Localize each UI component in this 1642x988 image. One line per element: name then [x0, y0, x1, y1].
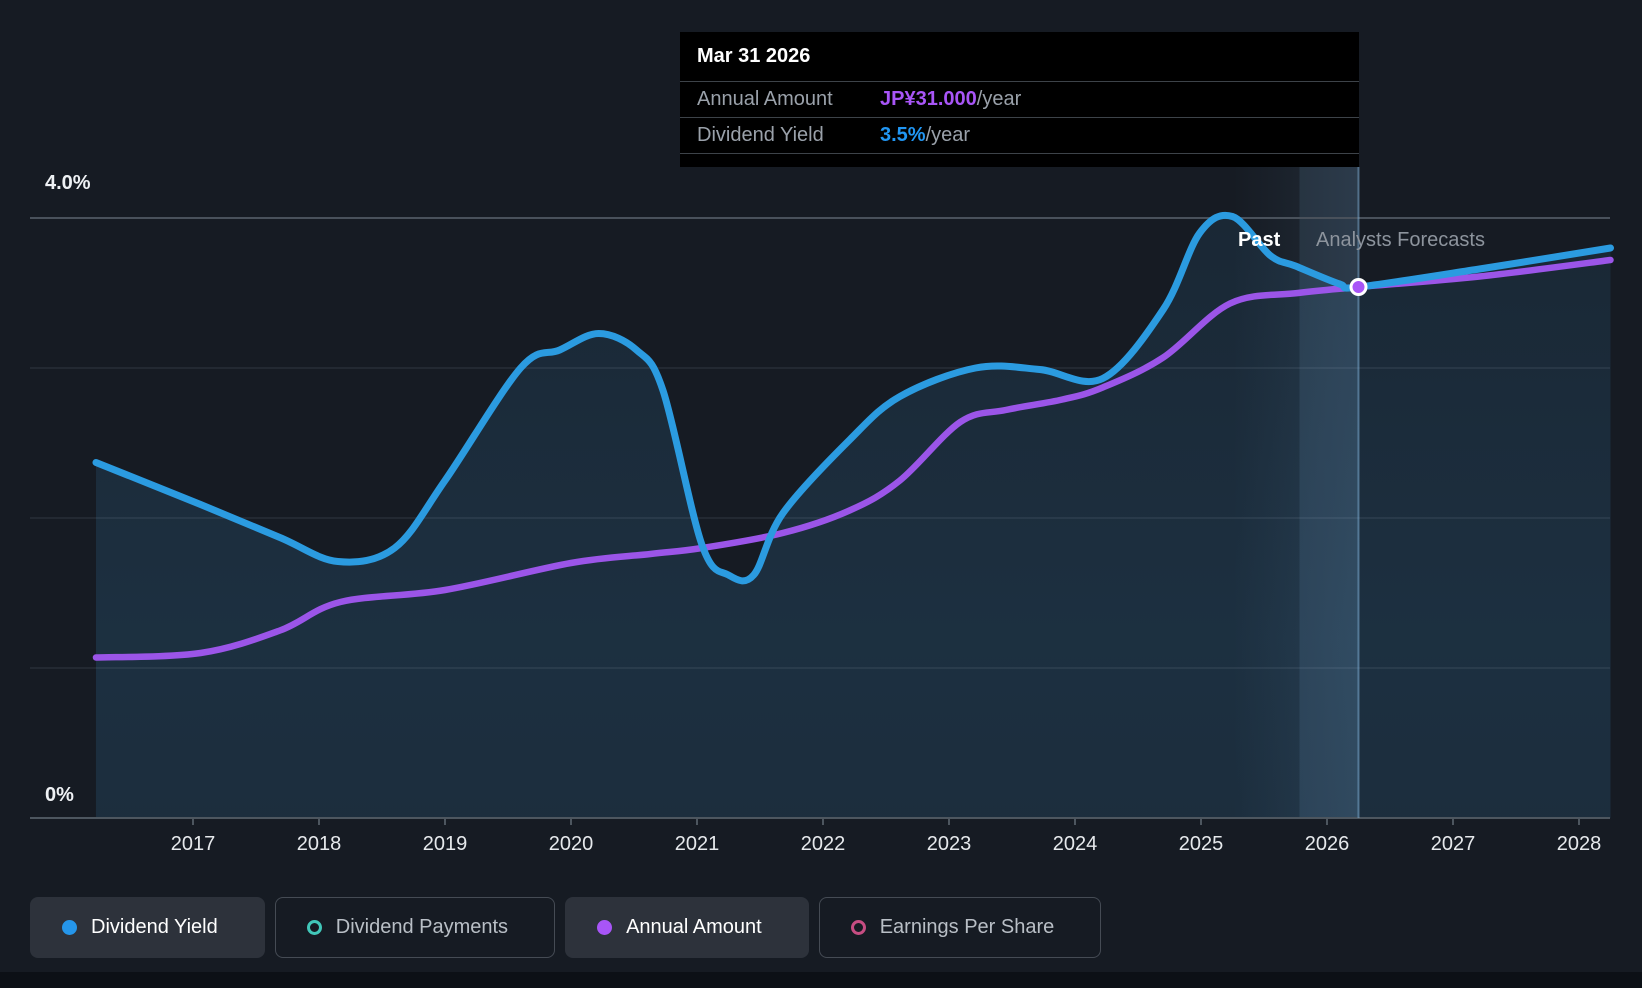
y-axis-label-4pct: 4.0%: [45, 172, 91, 194]
analysts-forecasts-label: Analysts Forecasts: [1316, 229, 1485, 251]
legend-label: Annual Amount: [626, 916, 762, 938]
current-year-highlight-band: [1232, 167, 1359, 818]
x-axis-label-2019: 2019: [422, 833, 468, 855]
x-axis-label-2018: 2018: [296, 833, 342, 855]
y-axis-label-0pct: 0%: [45, 784, 74, 806]
legend-label: Earnings Per Share: [879, 916, 1055, 938]
x-axis-label-2021: 2021: [674, 833, 720, 855]
tooltip-date: Mar 31 2026: [680, 32, 1359, 82]
current-value-marker[interactable]: [1349, 278, 1368, 296]
annual-amount-line: [92, 256, 1614, 661]
past-label: Past: [1238, 229, 1281, 251]
legend-button-earnings-per-share[interactable]: Earnings Per Share: [818, 897, 1102, 958]
legend-label: Dividend Payments: [335, 916, 509, 938]
chart-legend: Dividend Yield Dividend Payments Annual …: [30, 897, 1102, 958]
tooltip-value-suffix: /year: [925, 124, 971, 146]
x-axis-label-2027: 2027: [1430, 833, 1476, 855]
x-axis-label-2025: 2025: [1178, 833, 1224, 855]
x-axis-label-2023: 2023: [926, 833, 972, 855]
x-axis-label-2026: 2026: [1304, 833, 1350, 855]
dividend-yield-line: [92, 211, 1614, 585]
legend-button-dividend-payments[interactable]: Dividend Payments: [274, 897, 556, 958]
x-axis-label-2024: 2024: [1052, 833, 1098, 855]
x-axis-label-2020: 2020: [548, 833, 594, 855]
legend-label: Dividend Yield: [91, 916, 218, 938]
earnings-per-share-ring-icon: [850, 920, 866, 935]
legend-button-annual-amount[interactable]: Annual Amount: [565, 897, 809, 958]
annual-amount-dot-icon: [597, 920, 613, 935]
x-axis-label-2022: 2022: [800, 833, 846, 855]
x-axis-label-2017: 2017: [170, 833, 216, 855]
bottom-strip: [0, 972, 1642, 988]
dividend-yield-dot-icon: [62, 920, 77, 935]
hover-highlight-band: [1299, 167, 1359, 818]
chart-tooltip: Mar 31 2026 Annual Amount JP¥31.000 /yea…: [680, 32, 1359, 167]
tooltip-value: 3.5%: [880, 124, 926, 146]
tooltip-value-suffix: /year: [976, 88, 1022, 110]
x-axis-label-2028: 2028: [1556, 833, 1602, 855]
dividend-yield-area-fill: [95, 215, 1611, 818]
tooltip-value: JP¥31.000: [880, 88, 977, 110]
tooltip-label: Annual Amount: [697, 88, 833, 110]
dividend-payments-ring-icon: [306, 920, 322, 935]
tooltip-row-dividend-yield: Dividend Yield 3.5% /year: [680, 118, 1359, 154]
tooltip-label: Dividend Yield: [697, 124, 824, 146]
legend-button-dividend-yield[interactable]: Dividend Yield: [30, 897, 265, 958]
tooltip-row-annual-amount: Annual Amount JP¥31.000 /year: [680, 82, 1359, 118]
